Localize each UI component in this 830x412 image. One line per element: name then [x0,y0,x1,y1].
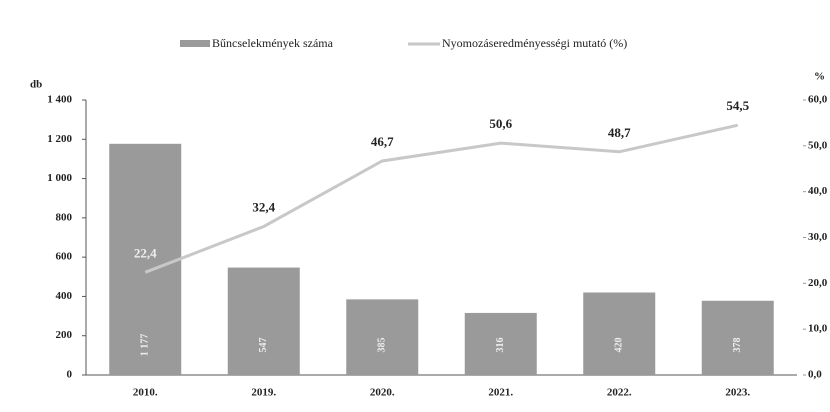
y-axis-label: db [30,79,42,91]
y2-tick-label: 60,0 [808,94,828,106]
legend-label: Bűncselekmények száma [212,36,334,50]
legend-label: Nyomozáseredményességi mutató (%) [442,36,627,50]
y-tick-label: 800 [56,211,73,223]
x-tick-label: 2022. [607,387,632,399]
line-value-label: 22,4 [134,245,157,260]
bar [227,267,300,375]
legend-swatch [180,40,210,47]
y2-tick-label: 0,0 [808,369,822,381]
y-tick-label: 1 200 [47,133,72,145]
y2-tick-label: 30,0 [808,231,828,243]
y2-tick-label: 40,0 [808,185,828,197]
y-tick-label: 1 400 [47,94,72,106]
y-tick-label: 400 [56,290,73,302]
line-value-label: 48,7 [608,125,631,140]
line [144,123,739,274]
x-tick-label: 2021. [488,387,513,399]
x-tick-label: 2023. [725,387,750,399]
y-tick-label: 1 000 [47,172,72,184]
y2-tick-label: 20,0 [808,277,828,289]
bar [583,292,656,375]
y-tick-label: 600 [56,251,73,263]
bar-value-label: 378 [732,338,743,353]
bar [464,312,537,375]
bar-value-label: 385 [377,338,388,353]
bar [346,299,419,375]
x-tick-label: 2020. [370,387,395,399]
bar-value-label: 420 [614,338,625,353]
y2-tick-label: 50,0 [808,139,828,151]
x-tick-label: 2010. [133,387,158,399]
bar-value-label: 547 [258,338,269,353]
y-tick-label: 0 [67,369,73,381]
y2-axis-label: % [814,71,825,83]
y-tick-label: 200 [56,329,73,341]
bar-value-label: 1 177 [140,334,151,357]
bar [701,300,774,375]
bar [109,143,182,375]
y2-tick-label: 10,0 [808,323,828,335]
line-value-label: 32,4 [252,199,275,214]
line-value-label: 46,7 [371,134,394,149]
x-tick-label: 2019. [251,387,276,399]
bar-value-label: 316 [495,338,506,353]
line-value-label: 50,6 [489,116,512,131]
line-value-label: 54,5 [726,98,749,113]
